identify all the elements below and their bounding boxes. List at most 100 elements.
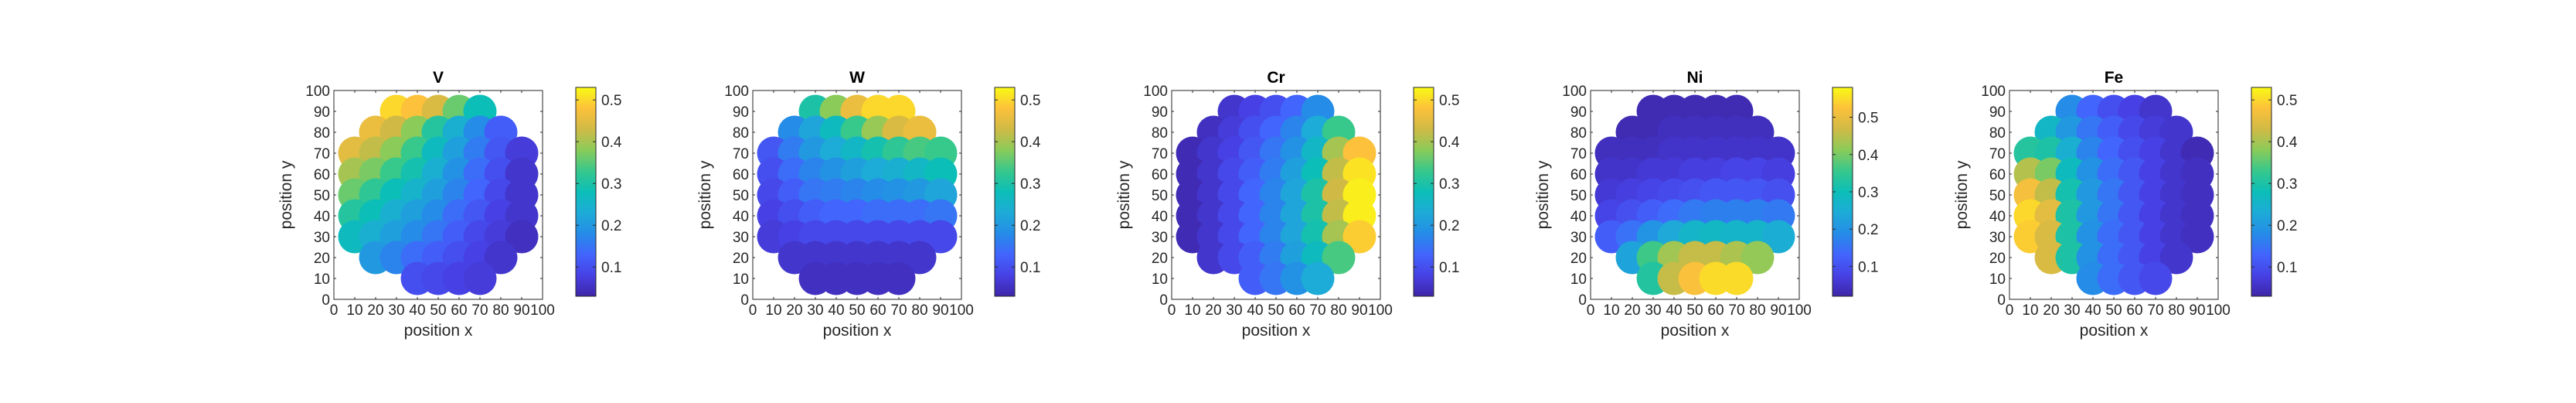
y-tick-label: 60 — [1152, 167, 1168, 183]
x-tick-label: 40 — [1247, 302, 1263, 319]
colorbar-tick-label: 0.2 — [1020, 218, 1040, 234]
x-tick-label: 20 — [786, 302, 802, 319]
x-tick-label: 0 — [1587, 302, 1595, 319]
x-tick-label: 60 — [2126, 302, 2142, 319]
x-tick-label: 70 — [1728, 302, 1744, 319]
colorbar-tick-label: 0.3 — [2277, 176, 2297, 193]
x-tick-label: 30 — [388, 302, 404, 319]
x-tick-label: 10 — [765, 302, 781, 319]
colorbar-tick-label: 0.4 — [2277, 135, 2298, 151]
y-tick-label: 90 — [1152, 104, 1168, 121]
y-tick-label: 40 — [1989, 209, 2006, 225]
data-point — [1761, 220, 1795, 254]
y-tick-label: 30 — [1570, 230, 1587, 246]
x-tick-label: 70 — [2147, 302, 2163, 319]
y-tick-label: 80 — [1989, 125, 2006, 142]
y-tick-label: 30 — [1989, 230, 2006, 246]
y-tick-label: 10 — [1570, 272, 1587, 288]
chart-title: V — [433, 69, 444, 87]
data-point — [484, 241, 518, 275]
data-point — [1720, 261, 1754, 295]
x-tick-label: 50 — [430, 302, 446, 319]
y-tick-label: 90 — [1570, 104, 1587, 121]
y-tick-label: 50 — [314, 188, 330, 204]
y-tick-label: 10 — [1989, 272, 2006, 288]
x-tick-label: 80 — [492, 302, 509, 319]
x-axis-label: position x — [404, 322, 473, 340]
colorbar-tick-label: 0.5 — [1858, 111, 1878, 127]
y-tick-label: 50 — [1570, 188, 1587, 204]
chart-title: Cr — [1267, 69, 1285, 87]
x-axis-label: position x — [1661, 322, 1730, 340]
y-tick-label: 70 — [1989, 146, 2006, 162]
data-point — [1301, 261, 1335, 295]
y-tick-label: 20 — [733, 251, 749, 267]
colorbar-tick-label: 0.3 — [1020, 176, 1040, 193]
colorbar — [2251, 87, 2272, 297]
colorbar-tick-label: 0.3 — [1439, 176, 1459, 193]
x-tick-label: 90 — [1351, 302, 1367, 319]
colorbar-tick-label: 0.2 — [601, 218, 621, 234]
x-tick-label: 0 — [1168, 302, 1176, 319]
x-tick-label: 100 — [530, 302, 555, 319]
y-tick-label: 80 — [1570, 125, 1587, 142]
chart-title: W — [849, 69, 865, 87]
y-tick-label: 20 — [1570, 251, 1587, 267]
y-axis-label: position y — [1115, 160, 1133, 229]
data-point — [463, 261, 497, 295]
subplot-cr: 0 10 20 30 40 50 60 70 80 90 100010203040506070809… — [1115, 69, 1460, 340]
markers — [1594, 94, 1795, 295]
subplot-v: 0 10 20 30 40 50 60 70 80 90 100010203040506070809… — [277, 69, 622, 340]
y-tick-label: 80 — [1152, 125, 1168, 142]
colorbar-tick-label: 0.4 — [601, 135, 622, 151]
y-tick-label: 70 — [314, 146, 330, 162]
x-tick-label: 50 — [849, 302, 865, 319]
data-point — [1741, 241, 1775, 275]
x-tick-label: 90 — [513, 302, 529, 319]
y-tick-label: 60 — [733, 167, 749, 183]
x-tick-label: 40 — [2084, 302, 2101, 319]
x-tick-label: 90 — [2189, 302, 2205, 319]
colorbar — [1413, 87, 1434, 297]
colorbar — [575, 87, 597, 297]
x-tick-label: 10 — [346, 302, 362, 319]
x-axis-label: position x — [1242, 322, 1311, 340]
x-tick-label: 70 — [471, 302, 488, 319]
subplot-fe: 0 10 20 30 40 50 60 70 80 90 100010203040506070809… — [1953, 69, 2298, 340]
colorbar-tick-label: 0.2 — [1439, 218, 1459, 234]
markers — [757, 94, 958, 295]
x-tick-label: 10 — [2022, 302, 2038, 319]
x-tick-label: 10 — [1184, 302, 1200, 319]
colorbar-tick-label: 0.1 — [2277, 260, 2297, 276]
x-tick-label: 100 — [1368, 302, 1393, 319]
x-tick-label: 80 — [2168, 302, 2184, 319]
x-tick-label: 0 — [2006, 302, 2014, 319]
y-tick-label: 20 — [1152, 251, 1168, 267]
x-tick-label: 90 — [932, 302, 948, 319]
subplot-w: 0 10 20 30 40 50 60 70 80 90 100010203040506070809… — [696, 69, 1041, 340]
y-tick-label: 60 — [314, 167, 330, 183]
y-axis-label: position y — [696, 160, 714, 229]
y-tick-label: 80 — [733, 125, 749, 142]
data-point — [1322, 241, 1356, 275]
x-tick-label: 20 — [1624, 302, 1640, 319]
y-tick-label: 0 — [1578, 292, 1587, 309]
y-tick-label: 10 — [314, 272, 330, 288]
markers — [338, 94, 539, 295]
y-tick-label: 10 — [1152, 272, 1168, 288]
colorbar-tick-label: 0.5 — [1439, 93, 1459, 109]
x-tick-label: 50 — [2105, 302, 2122, 319]
markers — [2013, 94, 2214, 295]
data-point — [924, 220, 958, 254]
y-tick-label: 30 — [733, 230, 749, 246]
data-point — [882, 261, 916, 295]
y-tick-label: 90 — [1989, 104, 2006, 121]
y-tick-label: 0 — [1159, 292, 1168, 309]
colorbar — [1832, 87, 1853, 297]
x-tick-label: 100 — [949, 302, 974, 319]
y-tick-label: 20 — [1989, 251, 2006, 267]
y-tick-label: 0 — [322, 292, 330, 309]
x-tick-label: 60 — [869, 302, 886, 319]
y-tick-label: 50 — [1152, 188, 1168, 204]
chart-title: Fe — [2105, 69, 2124, 87]
